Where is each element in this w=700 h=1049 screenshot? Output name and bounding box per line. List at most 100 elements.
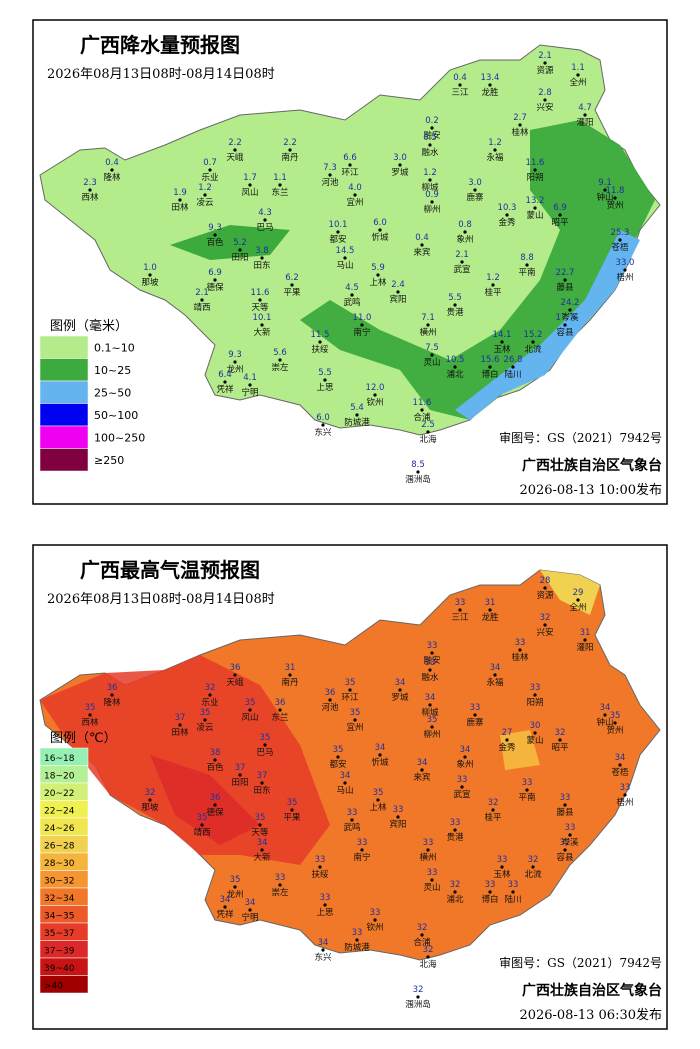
city-value: 4.0 [348, 183, 362, 193]
rain-zone [300, 120, 655, 420]
heat-zone [500, 730, 540, 770]
city-name: 永福 [486, 152, 503, 163]
city-dot [500, 340, 504, 344]
city-value: 33 [357, 838, 368, 848]
city-dot [336, 755, 340, 759]
city-name: 浦北 [446, 369, 464, 380]
city-value: 35 [200, 708, 211, 718]
city-dot [488, 83, 492, 87]
city-value: 31 [580, 628, 591, 638]
city-dot [558, 738, 562, 742]
city-value: 11.5 [311, 330, 330, 340]
city-value: 15.6 [481, 355, 500, 365]
city-value: 33 [530, 683, 541, 693]
city-value: 34 [395, 678, 406, 688]
city-dot [430, 725, 434, 729]
city-dot [376, 273, 380, 277]
city-name: 阳朔 [526, 697, 543, 708]
city-value: 13.2 [526, 196, 545, 206]
city-dot [458, 608, 462, 612]
city-name: 平南 [518, 792, 535, 803]
city-dot [493, 673, 497, 677]
city-name: 贵港 [446, 307, 464, 318]
city-name: 百色 [206, 237, 224, 248]
city-value: 36 [275, 698, 286, 708]
city-name: 昭平 [551, 743, 569, 753]
city-value: 8.5 [411, 460, 425, 470]
city-value: 9.1 [598, 178, 612, 188]
city-dot [613, 196, 617, 200]
city-value: 1.2 [423, 168, 437, 178]
city-name: 北流 [524, 344, 542, 355]
city-name: 柳城 [421, 707, 439, 718]
city-name: 横州 [419, 327, 436, 338]
city-dot [453, 828, 457, 832]
city-dot [350, 293, 354, 297]
city-name: 梧州 [616, 272, 633, 283]
city-name: 玉林 [493, 869, 511, 880]
city-value: 2.3 [83, 178, 97, 188]
city-dot [491, 283, 495, 287]
city-name: 河池 [321, 177, 339, 188]
city-value: 31 [285, 663, 296, 673]
city-name: 宜州 [346, 722, 363, 733]
city-name: 防城港 [344, 942, 370, 953]
city-value: 33 [347, 808, 358, 818]
city-dot [260, 781, 264, 785]
city-name: 那坡 [141, 802, 159, 813]
map-title: 广西最高气温预报图 [80, 558, 260, 582]
city-name: 博白 [481, 894, 498, 905]
heat-zone [540, 570, 600, 615]
city-value: 2.8 [538, 88, 552, 98]
city-value: 33 [470, 703, 481, 713]
city-value: 1.1 [273, 173, 287, 183]
city-value: 0.8 [458, 220, 472, 230]
city-name: 东兴 [314, 952, 332, 963]
city-name: 罗城 [391, 693, 409, 703]
map-panel: 广西降水量预报图 2026年08月13日08时-08月14日08时 2.1 资源 1.1… [32, 19, 668, 505]
legend-label: 100~250 [94, 431, 145, 444]
city-dot [428, 143, 432, 147]
city-name: 百色 [206, 762, 224, 773]
city-name: 容县 [556, 327, 574, 338]
city-value: 34 [417, 758, 428, 768]
city-value: 34 [340, 771, 351, 781]
city-name: 忻城 [371, 757, 389, 768]
city-value: 6.0 [316, 413, 330, 423]
city-value: 33 [427, 641, 438, 651]
approval: 审图号：GS（2021）7942号 [499, 430, 662, 445]
city-value: 10.1 [253, 313, 272, 323]
city-name: 崇左 [271, 887, 289, 898]
legend-label: 50~100 [94, 409, 138, 422]
city-name: 钦州 [366, 397, 383, 408]
heat-zone [40, 655, 330, 865]
city-value: 30 [530, 721, 541, 731]
city-name: 藤县 [556, 282, 574, 293]
legend-label: 30~32 [44, 876, 74, 886]
city-name: 隆林 [103, 172, 121, 183]
city-name: 宁明 [241, 912, 258, 923]
city-name: 柳州 [423, 729, 440, 740]
city-name: 隆林 [103, 697, 121, 708]
city-dot [290, 283, 294, 287]
city-dot [233, 148, 237, 152]
city-name: 靖西 [193, 302, 210, 313]
city-dot [426, 848, 430, 852]
city-value: 32 [205, 683, 216, 693]
legend-label: 10~25 [94, 364, 131, 377]
city-name: 全州 [569, 602, 586, 613]
city-value: 1.2 [486, 273, 500, 283]
city-dot [260, 848, 264, 852]
city-dot [213, 758, 217, 762]
city-value: 0.7 [203, 158, 217, 168]
city-name: 桂平 [484, 287, 502, 298]
city-dot [278, 358, 282, 362]
city-value: 34 [220, 895, 231, 905]
city-name: 陆川 [504, 894, 521, 905]
city-name: 东兰 [271, 712, 288, 723]
city-name: 鹿寨 [466, 192, 484, 203]
city-name: 河池 [321, 702, 339, 713]
city-dot [473, 713, 477, 717]
city-name: 乐业 [201, 172, 218, 183]
